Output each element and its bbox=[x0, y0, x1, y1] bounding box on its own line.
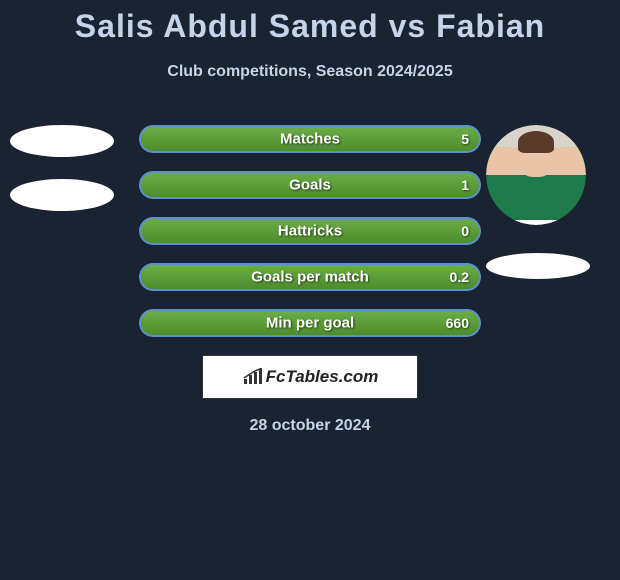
stat-row: Goals1 bbox=[139, 171, 481, 199]
stat-value-right: 0.2 bbox=[450, 269, 469, 285]
chart-icon bbox=[242, 368, 264, 386]
stat-label: Matches bbox=[139, 131, 481, 148]
stats-list: Matches5Goals1Hattricks0Goals per match0… bbox=[139, 125, 481, 337]
stat-row: Hattricks0 bbox=[139, 217, 481, 245]
brand-box: FcTables.com bbox=[202, 355, 418, 399]
player-right-avatar-block bbox=[486, 125, 590, 279]
stat-row: Goals per match0.2 bbox=[139, 263, 481, 291]
stat-value-right: 5 bbox=[461, 131, 469, 147]
avatar-placeholder-icon bbox=[10, 179, 114, 211]
stat-value-right: 0 bbox=[461, 223, 469, 239]
player-avatar bbox=[486, 125, 586, 225]
stat-label: Goals bbox=[139, 177, 481, 194]
stat-label: Min per goal bbox=[139, 315, 481, 332]
infographic-root: Salis Abdul Samed vs Fabian Club competi… bbox=[0, 0, 620, 435]
subtitle: Club competitions, Season 2024/2025 bbox=[0, 63, 620, 81]
stat-row: Matches5 bbox=[139, 125, 481, 153]
stat-value-right: 660 bbox=[446, 315, 469, 331]
stat-label: Hattricks bbox=[139, 223, 481, 240]
avatar-placeholder-icon bbox=[486, 253, 590, 279]
main-area: Matches5Goals1Hattricks0Goals per match0… bbox=[0, 125, 620, 435]
stat-row: Min per goal660 bbox=[139, 309, 481, 337]
date-label: 28 october 2024 bbox=[0, 417, 620, 435]
stat-value-right: 1 bbox=[461, 177, 469, 193]
stat-label: Goals per match bbox=[139, 269, 481, 286]
page-title: Salis Abdul Samed vs Fabian bbox=[0, 8, 620, 45]
avatar-placeholder-icon bbox=[10, 125, 114, 157]
brand-label: FcTables.com bbox=[266, 367, 379, 387]
avatar-icon bbox=[486, 125, 586, 225]
player-left-avatar-block bbox=[10, 125, 114, 211]
